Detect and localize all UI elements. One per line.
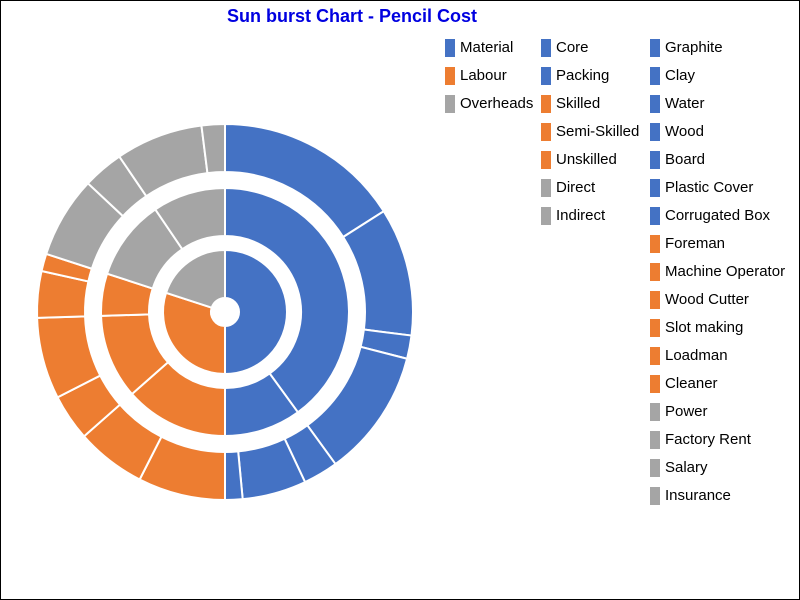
legend-label: Cleaner bbox=[665, 375, 718, 392]
legend-marker bbox=[650, 291, 660, 309]
legend-label: Graphite bbox=[665, 39, 723, 56]
legend-label: Indirect bbox=[556, 207, 606, 224]
legend-label: Core bbox=[556, 39, 589, 56]
legend-marker bbox=[445, 95, 455, 113]
legend-marker bbox=[650, 403, 660, 421]
legend-marker bbox=[650, 39, 660, 57]
legend-label: Wood Cutter bbox=[665, 291, 749, 308]
sunburst-segment bbox=[153, 186, 226, 251]
legend-label: Wood bbox=[665, 123, 704, 140]
legend-marker bbox=[541, 151, 551, 169]
legend-marker bbox=[445, 67, 455, 85]
legend-marker bbox=[650, 207, 660, 225]
legend-label: Skilled bbox=[556, 95, 600, 112]
legend-label: Board bbox=[665, 151, 705, 168]
legend-label: Clay bbox=[665, 67, 696, 84]
legend-marker bbox=[650, 319, 660, 337]
legend-marker bbox=[650, 459, 660, 477]
legend-marker bbox=[650, 263, 660, 281]
legend-label: Insurance bbox=[665, 487, 731, 504]
legend-label: Overheads bbox=[460, 95, 533, 112]
chart-title: Sun burst Chart - Pencil Cost bbox=[227, 6, 477, 26]
legend-marker bbox=[650, 179, 660, 197]
legend-marker bbox=[541, 67, 551, 85]
legend-marker bbox=[650, 67, 660, 85]
legend-marker bbox=[650, 95, 660, 113]
legend-label: Packing bbox=[556, 67, 609, 84]
legend-marker bbox=[650, 487, 660, 505]
legend-marker bbox=[650, 151, 660, 169]
legend-label: Unskilled bbox=[556, 151, 617, 168]
legend-label: Factory Rent bbox=[665, 431, 752, 448]
legend-label: Salary bbox=[665, 459, 708, 476]
legend-marker bbox=[650, 375, 660, 393]
legend-label: Machine Operator bbox=[665, 263, 785, 280]
legend-label: Direct bbox=[556, 179, 596, 196]
sunburst-segment bbox=[200, 122, 226, 175]
legend-label: Slot making bbox=[665, 319, 743, 336]
sunburst-segment bbox=[224, 248, 288, 376]
legend-label: Plastic Cover bbox=[665, 179, 753, 196]
legend-label: Semi-Skilled bbox=[556, 123, 639, 140]
legend-label: Labour bbox=[460, 67, 507, 84]
legend-marker bbox=[650, 235, 660, 253]
legend-marker bbox=[650, 431, 660, 449]
legend-marker bbox=[445, 39, 455, 57]
legend-marker bbox=[541, 207, 551, 225]
legend-marker bbox=[650, 123, 660, 141]
sunburst-segment bbox=[224, 186, 350, 414]
legend-label: Foreman bbox=[665, 235, 725, 252]
legend-label: Power bbox=[665, 403, 708, 420]
sunburst-segment bbox=[162, 291, 226, 376]
legend-label: Corrugated Box bbox=[665, 207, 771, 224]
legend-marker bbox=[541, 179, 551, 197]
legend-marker bbox=[650, 347, 660, 365]
legend-marker bbox=[541, 123, 551, 141]
legend-marker bbox=[541, 95, 551, 113]
legend-label: Loadman bbox=[665, 347, 728, 364]
legend-label: Water bbox=[665, 95, 704, 112]
sunburst-segment bbox=[164, 248, 226, 309]
legend-label: Material bbox=[460, 39, 513, 56]
legend-marker bbox=[541, 39, 551, 57]
